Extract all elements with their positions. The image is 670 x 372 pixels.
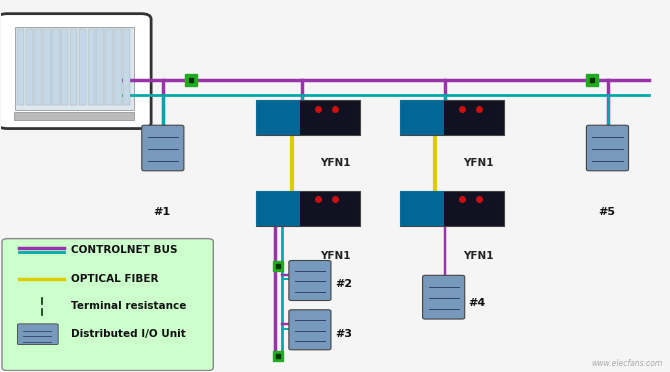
FancyBboxPatch shape [17,324,58,344]
Bar [70,29,77,105]
Text: #5: #5 [598,207,615,217]
Text: #4: #4 [469,298,486,308]
Bar [123,29,131,105]
Text: #1: #1 [153,207,170,217]
Bar [257,190,360,226]
Bar [400,100,444,135]
Bar [61,29,68,105]
Bar [14,112,135,120]
Text: Distributed I/O Unit: Distributed I/O Unit [71,329,186,339]
Bar [114,29,121,105]
Bar [400,190,444,226]
Text: CONTROLNET BUS: CONTROLNET BUS [71,245,178,255]
Text: YFN1: YFN1 [320,251,350,261]
Bar [15,27,135,110]
Text: www.elecfans.com: www.elecfans.com [592,359,663,368]
FancyBboxPatch shape [0,14,151,129]
Bar [96,29,104,105]
FancyBboxPatch shape [586,125,628,171]
Text: YFN1: YFN1 [464,158,494,168]
FancyBboxPatch shape [142,125,184,171]
Bar [105,29,113,105]
Bar [257,100,360,135]
Bar [78,29,86,105]
Bar [400,190,504,226]
Bar [25,29,33,105]
Text: #3: #3 [335,328,352,339]
Bar [257,190,300,226]
Bar [52,29,60,105]
Bar [257,100,300,135]
Bar [44,29,51,105]
FancyBboxPatch shape [289,260,331,301]
Text: #2: #2 [335,279,352,289]
Text: Terminal resistance: Terminal resistance [71,301,186,311]
Text: OPTICAL FIBER: OPTICAL FIBER [71,274,158,284]
FancyBboxPatch shape [289,310,331,350]
Bar [400,100,504,135]
FancyBboxPatch shape [423,275,465,319]
Text: YFN1: YFN1 [320,158,350,168]
FancyBboxPatch shape [2,238,213,371]
Bar [34,29,42,105]
Bar [88,29,95,105]
Text: YFN1: YFN1 [464,251,494,261]
Bar [17,29,24,105]
